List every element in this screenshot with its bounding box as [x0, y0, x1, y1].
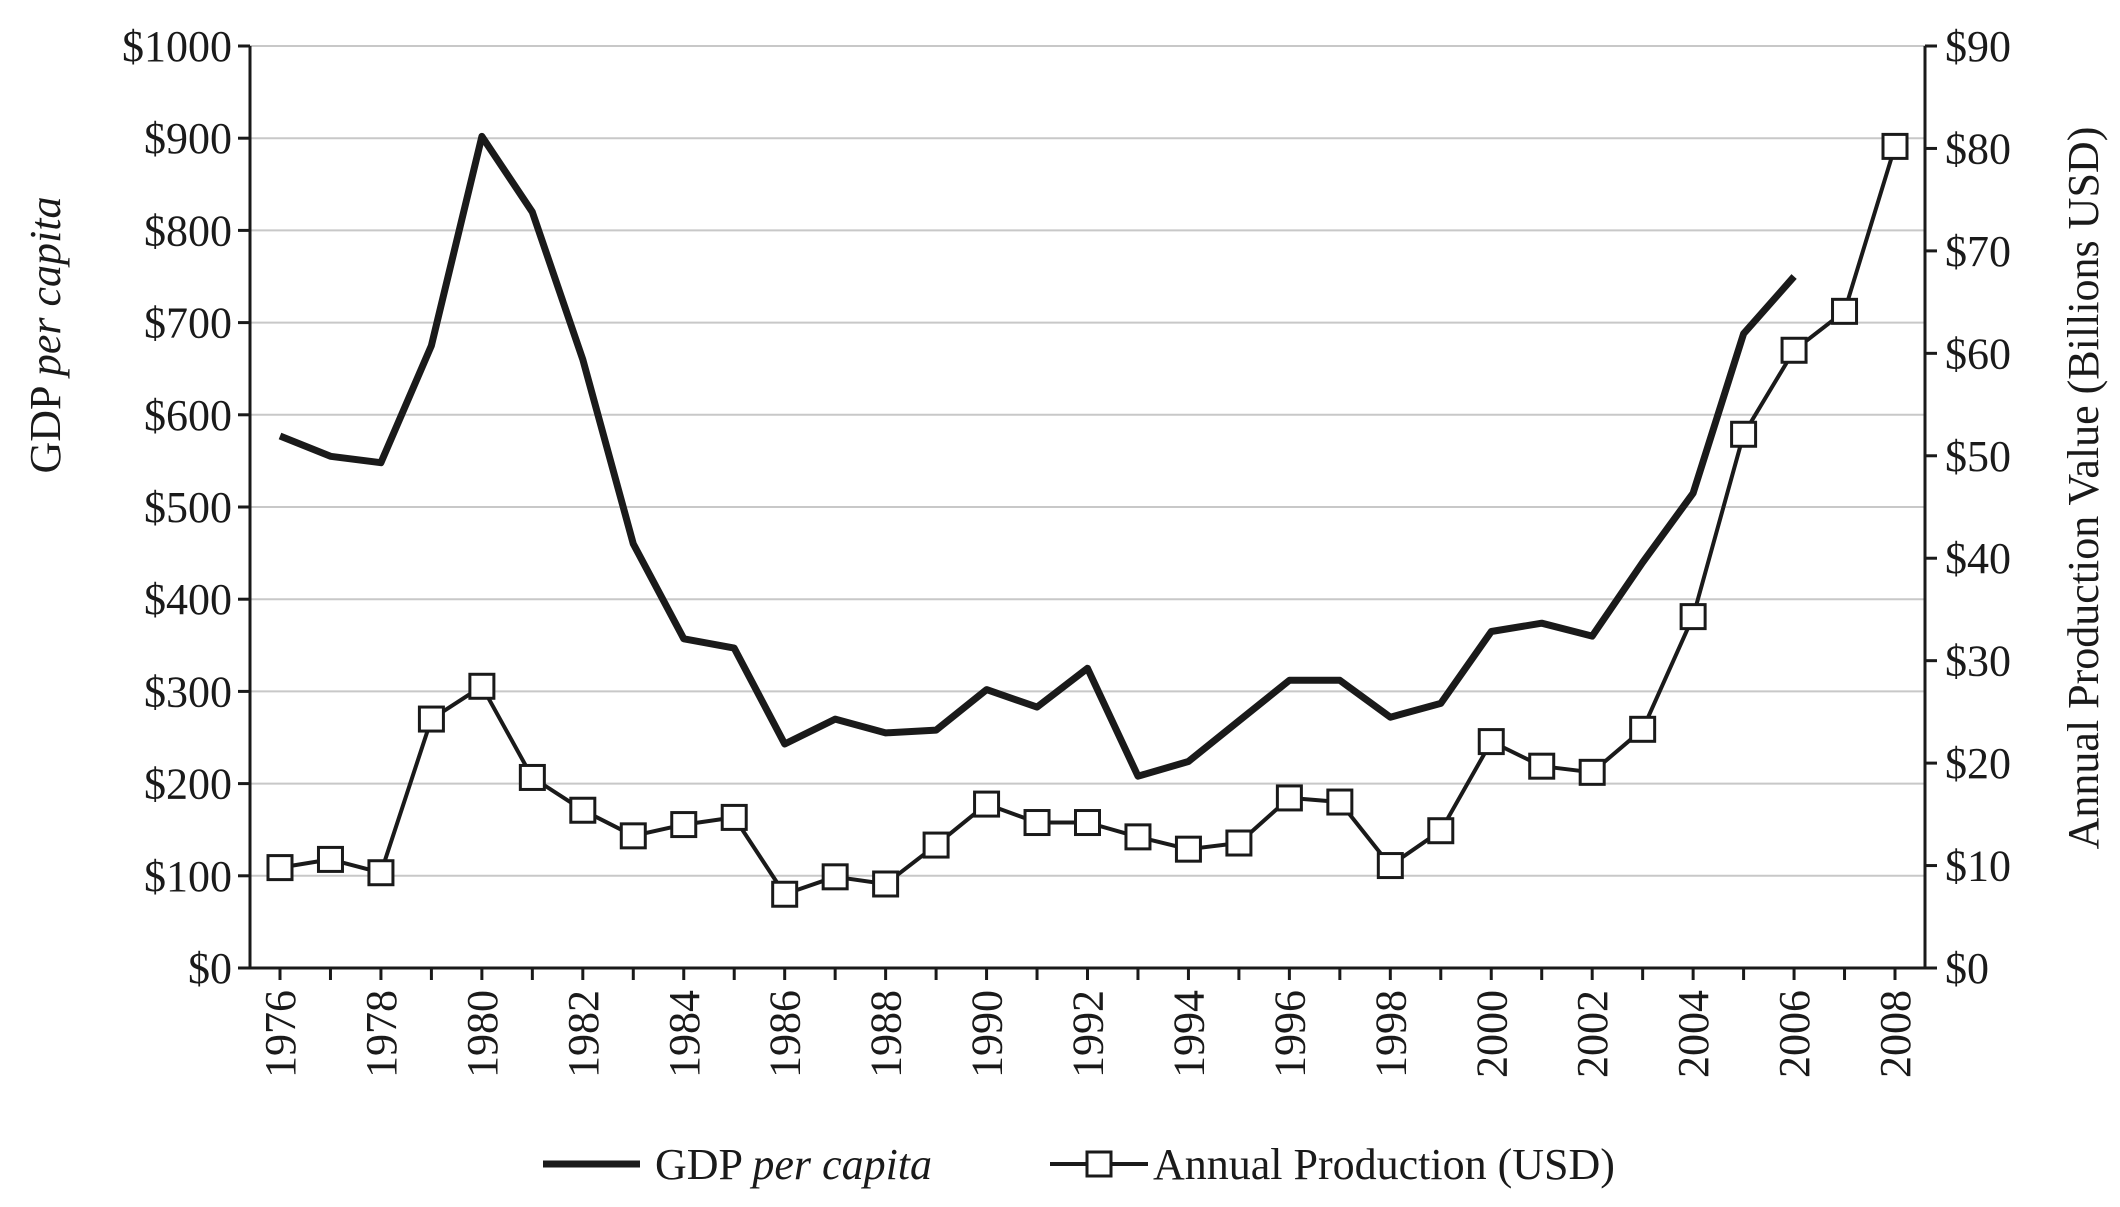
- data-point-annual-production: [1427, 817, 1455, 845]
- x-tick-label: 1996: [1265, 990, 1314, 1078]
- left-tick-label: $600: [144, 391, 232, 440]
- data-point-annual-production: [569, 796, 597, 824]
- right-tick-label: $60: [1945, 329, 2011, 378]
- x-tick-label: 1978: [357, 990, 406, 1078]
- right-tick-label: $40: [1945, 534, 2011, 583]
- data-point-annual-production: [1225, 829, 1253, 857]
- data-point-annual-production: [1831, 297, 1859, 325]
- right-tick-label: $20: [1945, 739, 2011, 788]
- right-tick-label: $90: [1945, 22, 2011, 71]
- series-layer: [266, 132, 1909, 908]
- data-point-annual-production: [720, 803, 748, 831]
- x-tick-label: 2002: [1568, 990, 1617, 1078]
- right-tick-label: $30: [1945, 637, 2011, 686]
- x-tick-label: 1986: [761, 990, 810, 1078]
- left-axis-title: GDP per capita: [21, 196, 70, 473]
- legend: GDP per capita Annual Production (USD): [543, 1140, 1615, 1189]
- x-tick-label: 2004: [1669, 990, 1718, 1078]
- legend-production-label: Annual Production (USD): [1153, 1140, 1615, 1189]
- series-line-gdp-per-capita: [278, 132, 1797, 780]
- x-tick-label: 1994: [1164, 990, 1213, 1078]
- data-point-annual-production: [417, 705, 445, 733]
- left-tick-label: $800: [144, 206, 232, 255]
- data-point-annual-production: [1780, 336, 1808, 364]
- x-tick-label: 1990: [963, 990, 1012, 1078]
- legend-gdp-label-prefix: GDP: [655, 1140, 752, 1189]
- right-y-axis-ticks: $0 $10 $20 $30 $40 $50 $60 $70 $80 $90: [1925, 22, 2011, 993]
- x-tick-label: 1976: [256, 990, 305, 1078]
- data-point-annual-production: [1477, 728, 1505, 756]
- left-tick-label: $100: [144, 852, 232, 901]
- data-point-annual-production: [1124, 823, 1152, 851]
- data-point-annual-production: [771, 880, 799, 908]
- x-tick-label: 2000: [1467, 990, 1516, 1078]
- legend-gdp-label-italic: per capita: [749, 1140, 932, 1189]
- data-point-annual-production: [1275, 784, 1303, 812]
- right-tick-label: $80: [1945, 124, 2011, 173]
- right-axis-title: Annual Production Value (Billions USD): [2059, 127, 2108, 850]
- right-tick-label: $10: [1945, 842, 2011, 891]
- data-point-annual-production: [1679, 603, 1707, 631]
- data-point-annual-production: [1578, 758, 1606, 786]
- right-tick-label: $70: [1945, 227, 2011, 276]
- left-axis-title-prefix: GDP: [21, 376, 70, 473]
- right-tick-label: $50: [1945, 432, 2011, 481]
- data-point-annual-production: [316, 845, 344, 873]
- left-y-axis-ticks: $0 $100 $200 $300 $400 $500 $600 $700 $800 $900 $1…: [122, 22, 250, 993]
- x-tick-label: 1980: [458, 990, 507, 1078]
- data-point-annual-production: [872, 870, 900, 898]
- data-point-annual-production: [1174, 835, 1202, 863]
- x-tick-label: 2006: [1770, 990, 1819, 1078]
- data-point-annual-production: [1376, 852, 1404, 880]
- x-tick-label: 1982: [559, 990, 608, 1078]
- data-point-annual-production: [973, 790, 1001, 818]
- left-tick-label: $0: [188, 944, 232, 993]
- data-point-annual-production: [670, 811, 698, 839]
- x-tick-label: 2008: [1871, 990, 1920, 1078]
- data-point-annual-production: [1074, 809, 1101, 837]
- data-point-annual-production: [518, 763, 546, 791]
- x-tick-label: 1984: [660, 990, 709, 1078]
- left-tick-label: $300: [144, 667, 232, 716]
- data-point-annual-production: [619, 822, 647, 850]
- left-tick-label: $1000: [122, 22, 232, 71]
- left-tick-label: $500: [144, 483, 232, 532]
- left-tick-label: $200: [144, 760, 232, 809]
- data-point-annual-production: [1326, 788, 1354, 816]
- x-tick-label: 1992: [1064, 990, 1113, 1078]
- legend-gdp-label: GDP per capita: [655, 1140, 932, 1189]
- x-tick-label: 1988: [862, 990, 911, 1078]
- right-tick-label: $0: [1945, 944, 1989, 993]
- data-point-annual-production: [922, 831, 950, 859]
- left-tick-label: $900: [144, 114, 232, 163]
- data-point-annual-production: [1023, 809, 1051, 837]
- data-point-annual-production: [468, 672, 496, 700]
- data-point-annual-production: [1629, 715, 1657, 743]
- data-point-annual-production: [266, 854, 294, 882]
- data-point-annual-production: [1528, 752, 1556, 780]
- left-tick-label: $400: [144, 575, 232, 624]
- left-axis-title-italic: per capita: [21, 196, 70, 379]
- left-tick-label: $700: [144, 299, 232, 348]
- x-axis-ticks: 1976 1978 1980 1982 1984 1986 1988 1990 1992 1994…: [256, 968, 1920, 1078]
- data-point-annual-production: [821, 863, 849, 891]
- data-point-annual-production: [1730, 420, 1758, 448]
- data-point-annual-production: [1881, 132, 1909, 160]
- legend-production-marker: [1085, 1150, 1113, 1178]
- data-point-annual-production: [367, 859, 395, 887]
- x-tick-label: 1998: [1366, 990, 1415, 1078]
